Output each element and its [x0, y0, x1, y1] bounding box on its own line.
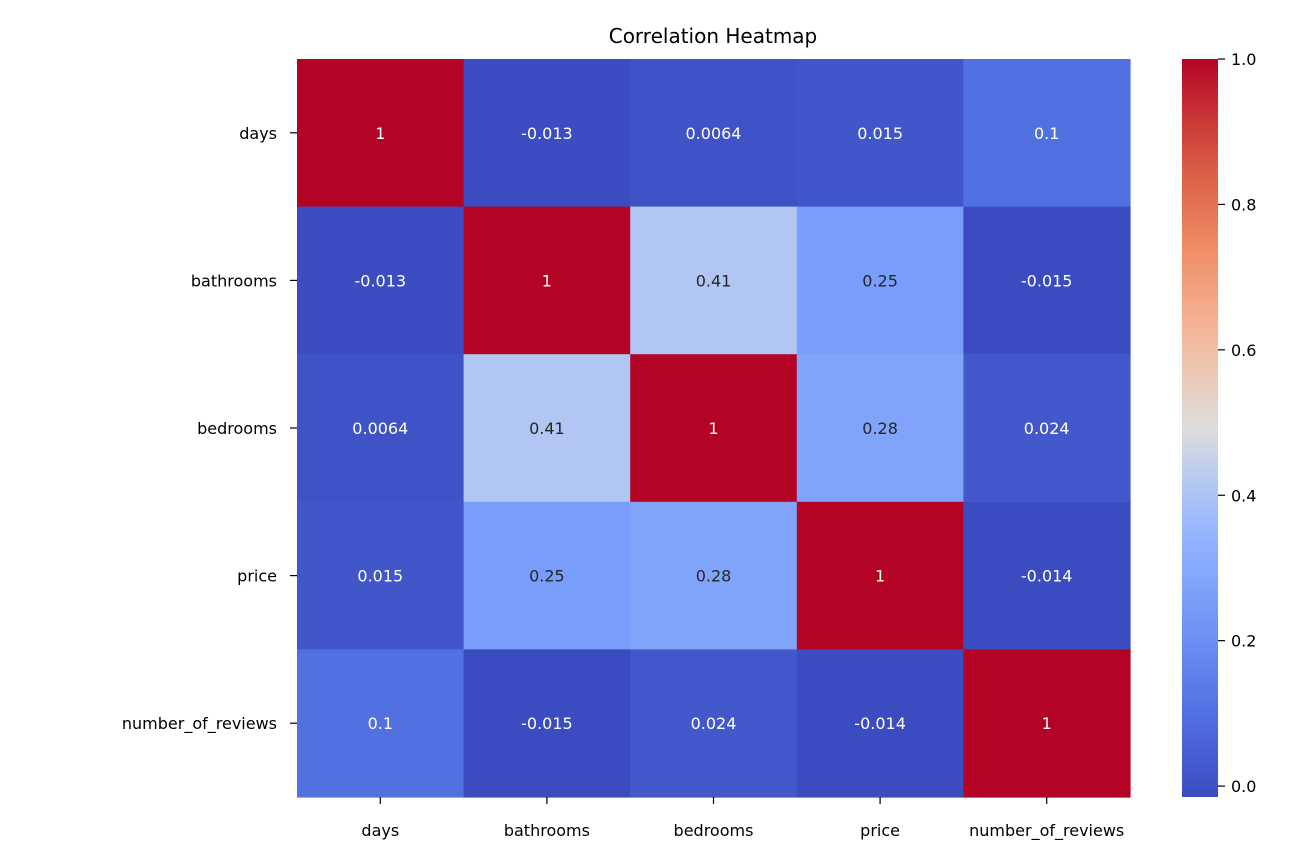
heatmap-cell	[796, 649, 964, 798]
heatmap-cell-label: -0.015	[1021, 271, 1073, 290]
x-tick-label: days	[361, 821, 399, 840]
heatmap-cell-label: -0.014	[1021, 567, 1073, 586]
heatmap-cell	[463, 206, 631, 355]
chart-title: Correlation Heatmap	[609, 24, 818, 48]
heatmap-cell-label: 0.28	[696, 567, 732, 586]
heatmap-cell-label: 0.1	[1034, 124, 1059, 143]
y-tick-label: price	[237, 567, 277, 586]
heatmap-cell-label: 0.28	[862, 419, 898, 438]
heatmap-cell	[463, 501, 631, 650]
heatmap-cell-label: 0.41	[696, 271, 732, 290]
heatmap-cell-label: 1	[375, 124, 385, 143]
heatmap-cell	[796, 59, 964, 208]
heatmap-cell	[963, 354, 1131, 503]
heatmap-cells: 1 -0.013 0.0064 0.015 0.1 -0.013 1 0.41 0.25 -0.0…	[297, 59, 1131, 798]
heatmap-cell-label: 0.024	[1024, 419, 1070, 438]
heatmap-cell-label: 0.0064	[352, 419, 408, 438]
heatmap-cell	[630, 206, 798, 355]
heatmap-cell	[297, 501, 465, 650]
heatmap-cell-label: 0.25	[529, 567, 565, 586]
heatmap-cell-label: 0.1	[368, 714, 393, 733]
colorbar-tick-label: 0.8	[1231, 195, 1256, 214]
y-axis-ticks: days bathrooms bedrooms price number_of_revi…	[122, 124, 297, 734]
heatmap-cell	[796, 501, 964, 650]
heatmap-cell-label: 1	[1042, 714, 1052, 733]
heatmap-cell	[463, 354, 631, 503]
heatmap-cell-label: -0.014	[854, 714, 906, 733]
y-tick-label: bedrooms	[197, 419, 277, 438]
heatmap-cell	[963, 206, 1131, 355]
colorbar: 0.0 0.2 0.4 0.6 0.8 1.0	[1182, 50, 1256, 797]
y-tick-label: bathrooms	[191, 271, 277, 290]
y-tick-label: number_of_reviews	[122, 714, 277, 734]
heatmap-cell-label: -0.015	[521, 714, 573, 733]
heatmap-cell-label: 0.25	[862, 271, 898, 290]
heatmap-cell	[463, 649, 631, 798]
heatmap-cell	[297, 206, 465, 355]
x-tick-label: bedrooms	[674, 821, 754, 840]
colorbar-tick-label: 0.4	[1231, 486, 1256, 505]
heatmap-cell-label: 0.41	[529, 419, 565, 438]
heatmap-cell	[963, 649, 1131, 798]
x-axis-ticks: days bathrooms bedrooms price number_of_revi…	[361, 797, 1124, 841]
heatmap-cell-label: 1	[708, 419, 718, 438]
heatmap-cell	[297, 59, 465, 208]
heatmap-cell-label: 0.015	[357, 567, 403, 586]
x-tick-label: number_of_reviews	[969, 821, 1124, 841]
heatmap-cell-label: 0.024	[691, 714, 737, 733]
heatmap-cell-label: 1	[875, 567, 885, 586]
x-tick-label: price	[860, 821, 900, 840]
heatmap-cell	[796, 206, 964, 355]
colorbar-tick-label: 1.0	[1231, 50, 1256, 69]
colorbar-gradient	[1182, 59, 1218, 797]
heatmap-cell-label: -0.013	[355, 271, 407, 290]
heatmap-cell	[630, 59, 798, 208]
heatmap-cell	[630, 649, 798, 798]
heatmap-cell	[963, 59, 1131, 208]
heatmap-cell	[630, 501, 798, 650]
colorbar-tick-label: 0.2	[1231, 632, 1256, 651]
heatmap-cell-label: 1	[542, 271, 552, 290]
heatmap-cell	[463, 59, 631, 208]
heatmap-cell	[297, 354, 465, 503]
heatmap-cell	[963, 501, 1131, 650]
colorbar-tick-label: 0.6	[1231, 341, 1256, 360]
heatmap-cell-label: 0.0064	[686, 124, 742, 143]
y-tick-label: days	[239, 124, 277, 143]
heatmap-cell	[796, 354, 964, 503]
x-tick-label: bathrooms	[504, 821, 590, 840]
heatmap-cell-label: 0.015	[857, 124, 903, 143]
heatmap-cell-label: -0.013	[521, 124, 573, 143]
heatmap-cell	[297, 649, 465, 798]
colorbar-tick-label: 0.0	[1231, 777, 1256, 796]
heatmap-cell	[630, 354, 798, 503]
